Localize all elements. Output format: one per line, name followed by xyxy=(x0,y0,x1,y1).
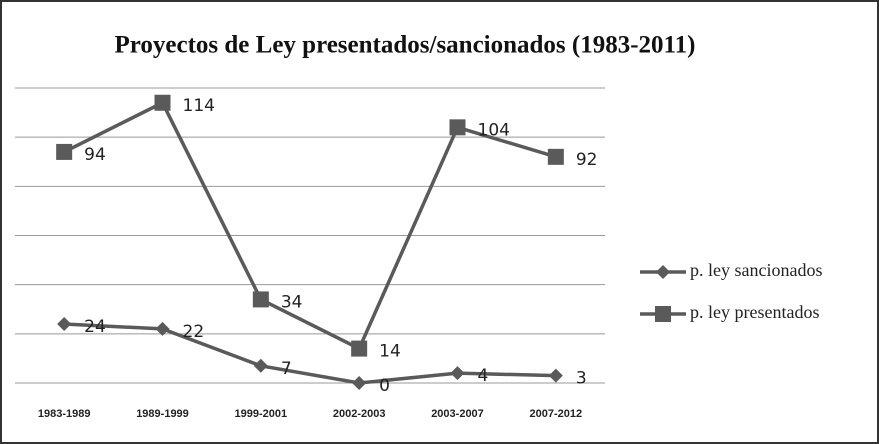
data-point xyxy=(57,317,72,331)
legend-marker xyxy=(655,306,671,322)
data-point xyxy=(547,148,564,165)
data-label: 22 xyxy=(183,322,205,342)
data-point xyxy=(352,376,367,390)
legend-label: p. ley sancionados xyxy=(690,260,822,280)
chart-title: Proyectos de Ley presentados/sancionados… xyxy=(114,32,695,59)
x-tick-label: 1989-1999 xyxy=(136,408,189,420)
data-point xyxy=(548,368,563,383)
data-point xyxy=(253,358,268,373)
series-line xyxy=(64,322,556,385)
data-point xyxy=(351,340,368,357)
data-label: 14 xyxy=(379,342,401,362)
x-tick-label: 2003-2007 xyxy=(431,408,484,420)
data-point xyxy=(450,366,465,381)
data-label: 114 xyxy=(183,96,215,116)
data-label: 7 xyxy=(281,359,292,379)
data-label: 3 xyxy=(576,369,587,389)
data-label: 104 xyxy=(478,120,510,140)
legend-label: p. ley presentados xyxy=(690,302,819,322)
series-line xyxy=(63,100,557,351)
legend-marker xyxy=(656,265,670,279)
x-tick-label: 2007-2012 xyxy=(530,408,583,420)
data-label: 94 xyxy=(84,145,106,165)
data-label: 0 xyxy=(379,376,390,396)
data-point xyxy=(56,143,73,160)
data-point xyxy=(154,94,171,111)
data-label: 24 xyxy=(84,317,106,337)
data-label: 92 xyxy=(576,150,598,170)
x-tick-label: 2002-2003 xyxy=(333,408,386,420)
x-tick-label: 1999-2001 xyxy=(235,408,288,420)
data-point xyxy=(252,291,269,308)
x-tick-label: 1983-1989 xyxy=(38,408,91,420)
data-point xyxy=(155,321,170,336)
data-point xyxy=(449,119,466,136)
data-label: 4 xyxy=(478,366,489,386)
data-label: 34 xyxy=(281,292,303,312)
